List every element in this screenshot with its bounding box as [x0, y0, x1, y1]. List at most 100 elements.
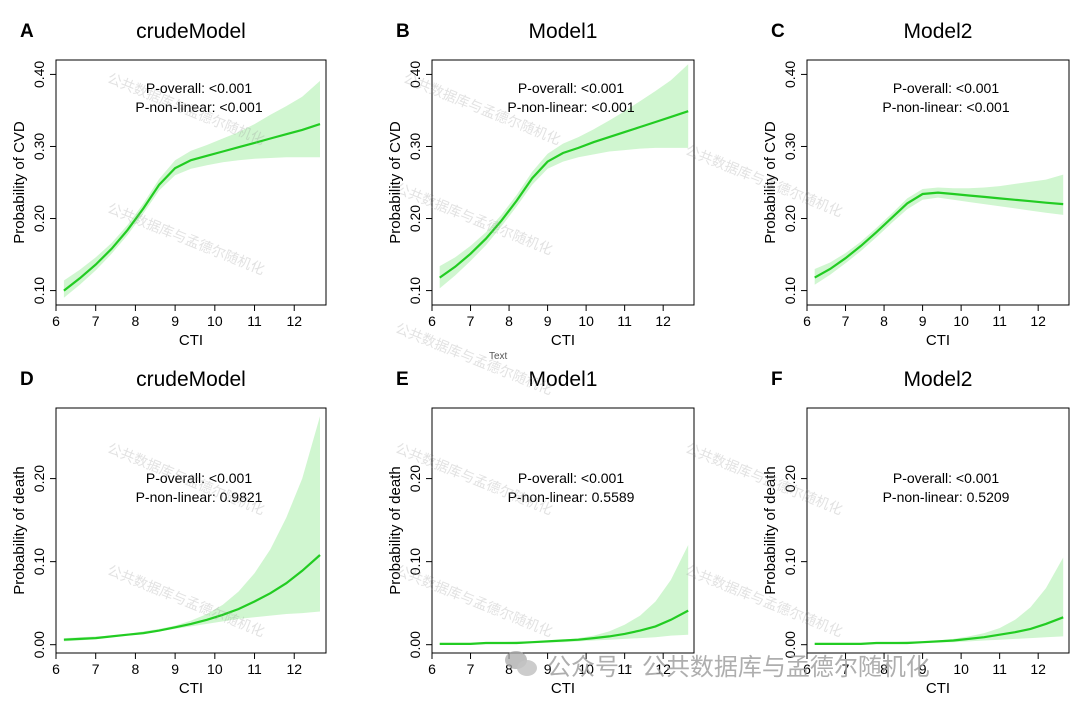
x-axis-label: CTI	[926, 332, 950, 349]
chart-title: crudeModel	[136, 368, 246, 391]
y-tick-label: 0.20	[407, 205, 423, 232]
y-tick-label: 0.40	[407, 61, 423, 88]
y-tick-label: 0.20	[31, 465, 47, 492]
confidence-band	[439, 64, 689, 289]
x-tick-label: 8	[880, 661, 888, 677]
plot-frame	[806, 59, 1070, 306]
x-tick-label: 8	[880, 313, 888, 329]
y-tick-label: 0.40	[782, 61, 798, 88]
y-axis-label: Probability of CVD	[11, 121, 28, 244]
x-tick-label: 12	[286, 313, 302, 329]
p-value-annotation: P-overall: <0.001	[518, 80, 624, 96]
p-value-annotation: P-non-linear: <0.001	[507, 99, 634, 115]
y-axis-label: Probability of CVD	[387, 121, 404, 244]
x-axis-label: CTI	[551, 680, 575, 697]
y-tick-label: 0.20	[782, 465, 798, 492]
confidence-band	[439, 545, 689, 645]
y-tick-label: 0.10	[407, 548, 423, 575]
chart-title: Model2	[904, 368, 973, 391]
p-value-annotation: P-non-linear: <0.001	[135, 99, 262, 115]
series-line	[814, 616, 1064, 646]
x-tick-label: 10	[207, 313, 223, 329]
x-tick-label: 10	[207, 661, 223, 677]
panel-letter: E	[396, 369, 409, 390]
x-tick-label: 10	[953, 313, 969, 329]
x-axis-label: CTI	[926, 680, 950, 697]
plot-frame	[55, 59, 327, 306]
x-tick-label: 7	[467, 313, 475, 329]
chart-title: crudeModel	[136, 20, 246, 43]
series-line	[439, 110, 689, 279]
y-tick-label: 0.30	[31, 133, 47, 160]
x-axis-label: CTI	[179, 680, 203, 697]
x-tick-label: 12	[286, 661, 302, 677]
p-value-annotation: P-non-linear: 0.5209	[883, 489, 1010, 505]
panel-c: 6 7 8 9 10 11 12 0.10 0.20 0.30 0.40 CTI Probability…	[762, 20, 1070, 349]
y-tick-label: 0.10	[782, 277, 798, 304]
confidence-band	[814, 174, 1064, 285]
y-tick-label: 0.00	[782, 631, 798, 658]
y-tick-label: 0.10	[782, 548, 798, 575]
confidence-band	[63, 80, 321, 298]
x-tick-label: 12	[655, 661, 671, 677]
x-tick-label: 11	[992, 661, 1007, 677]
y-axis-label: Probability of CVD	[762, 121, 779, 244]
panel-f: 6 7 8 9 10 11 12 0.00 0.10 0.20 CTI Probability of …	[762, 368, 1070, 697]
x-tick-label: 11	[617, 661, 632, 677]
y-tick-label: 0.40	[31, 61, 47, 88]
x-tick-label: 10	[953, 661, 969, 677]
x-tick-label: 8	[132, 313, 140, 329]
x-axis-label: CTI	[551, 332, 575, 349]
x-tick-label: 10	[578, 661, 594, 677]
x-tick-label: 9	[171, 313, 179, 329]
x-tick-label: 8	[132, 661, 140, 677]
x-tick-label: 8	[505, 661, 513, 677]
x-tick-label: 6	[52, 661, 60, 677]
x-tick-label: 11	[617, 313, 632, 329]
plot-frame	[55, 407, 327, 654]
series-line	[63, 123, 321, 292]
y-axis-label: Probability of death	[11, 466, 28, 594]
x-tick-label: 7	[842, 313, 850, 329]
x-tick-label: 7	[92, 313, 100, 329]
y-tick-label: 0.00	[407, 631, 423, 658]
x-tick-label: 6	[52, 313, 60, 329]
x-tick-label: 7	[842, 661, 850, 677]
x-tick-label: 9	[919, 661, 927, 677]
x-tick-label: 11	[247, 313, 262, 329]
x-tick-label: 9	[544, 661, 552, 677]
y-axis-label: Probability of death	[387, 466, 404, 594]
panel-b: 6 7 8 9 10 11 12 0.10 0.20 0.30 0.40 CTI Probability…	[387, 20, 695, 349]
y-tick-label: 0.30	[782, 133, 798, 160]
y-tick-label: 0.30	[407, 133, 423, 160]
panel-e: 6 7 8 9 10 11 12 0.00 0.10 0.20 CTI Probability of …	[387, 368, 695, 697]
panel-letter: B	[396, 21, 410, 42]
series-line	[814, 191, 1064, 279]
y-axis-label: Probability of death	[762, 466, 779, 594]
series-line	[63, 554, 321, 641]
x-tick-label: 6	[803, 313, 811, 329]
x-tick-label: 7	[92, 661, 100, 677]
panel-letter: F	[771, 369, 783, 390]
panel-letter: C	[771, 21, 785, 42]
x-tick-label: 6	[428, 313, 436, 329]
x-tick-label: 7	[467, 661, 475, 677]
x-tick-label: 6	[428, 661, 436, 677]
p-value-annotation: P-overall: <0.001	[518, 470, 624, 486]
panel-a: 6 7 8 9 10 11 12 0.10 0.20 0.30 0.40 CTI Probability…	[11, 20, 327, 349]
chart-title: Model2	[904, 20, 973, 43]
x-tick-label: 12	[1030, 313, 1046, 329]
panel-d: 6 7 8 9 10 11 12 0.00 0.10 0.20 CTI Probability of …	[11, 368, 327, 697]
y-tick-label: 0.10	[31, 548, 47, 575]
y-tick-label: 0.10	[407, 277, 423, 304]
p-value-annotation: P-overall: <0.001	[893, 470, 999, 486]
y-tick-label: 0.20	[31, 205, 47, 232]
x-tick-label: 9	[544, 313, 552, 329]
chart-title: Model1	[529, 368, 598, 391]
y-tick-label: 0.10	[31, 277, 47, 304]
panel-letter: D	[20, 369, 34, 390]
x-tick-label: 12	[655, 313, 671, 329]
x-tick-label: 11	[992, 313, 1007, 329]
p-value-annotation: P-overall: <0.001	[893, 80, 999, 96]
p-value-annotation: P-non-linear: <0.001	[882, 99, 1009, 115]
